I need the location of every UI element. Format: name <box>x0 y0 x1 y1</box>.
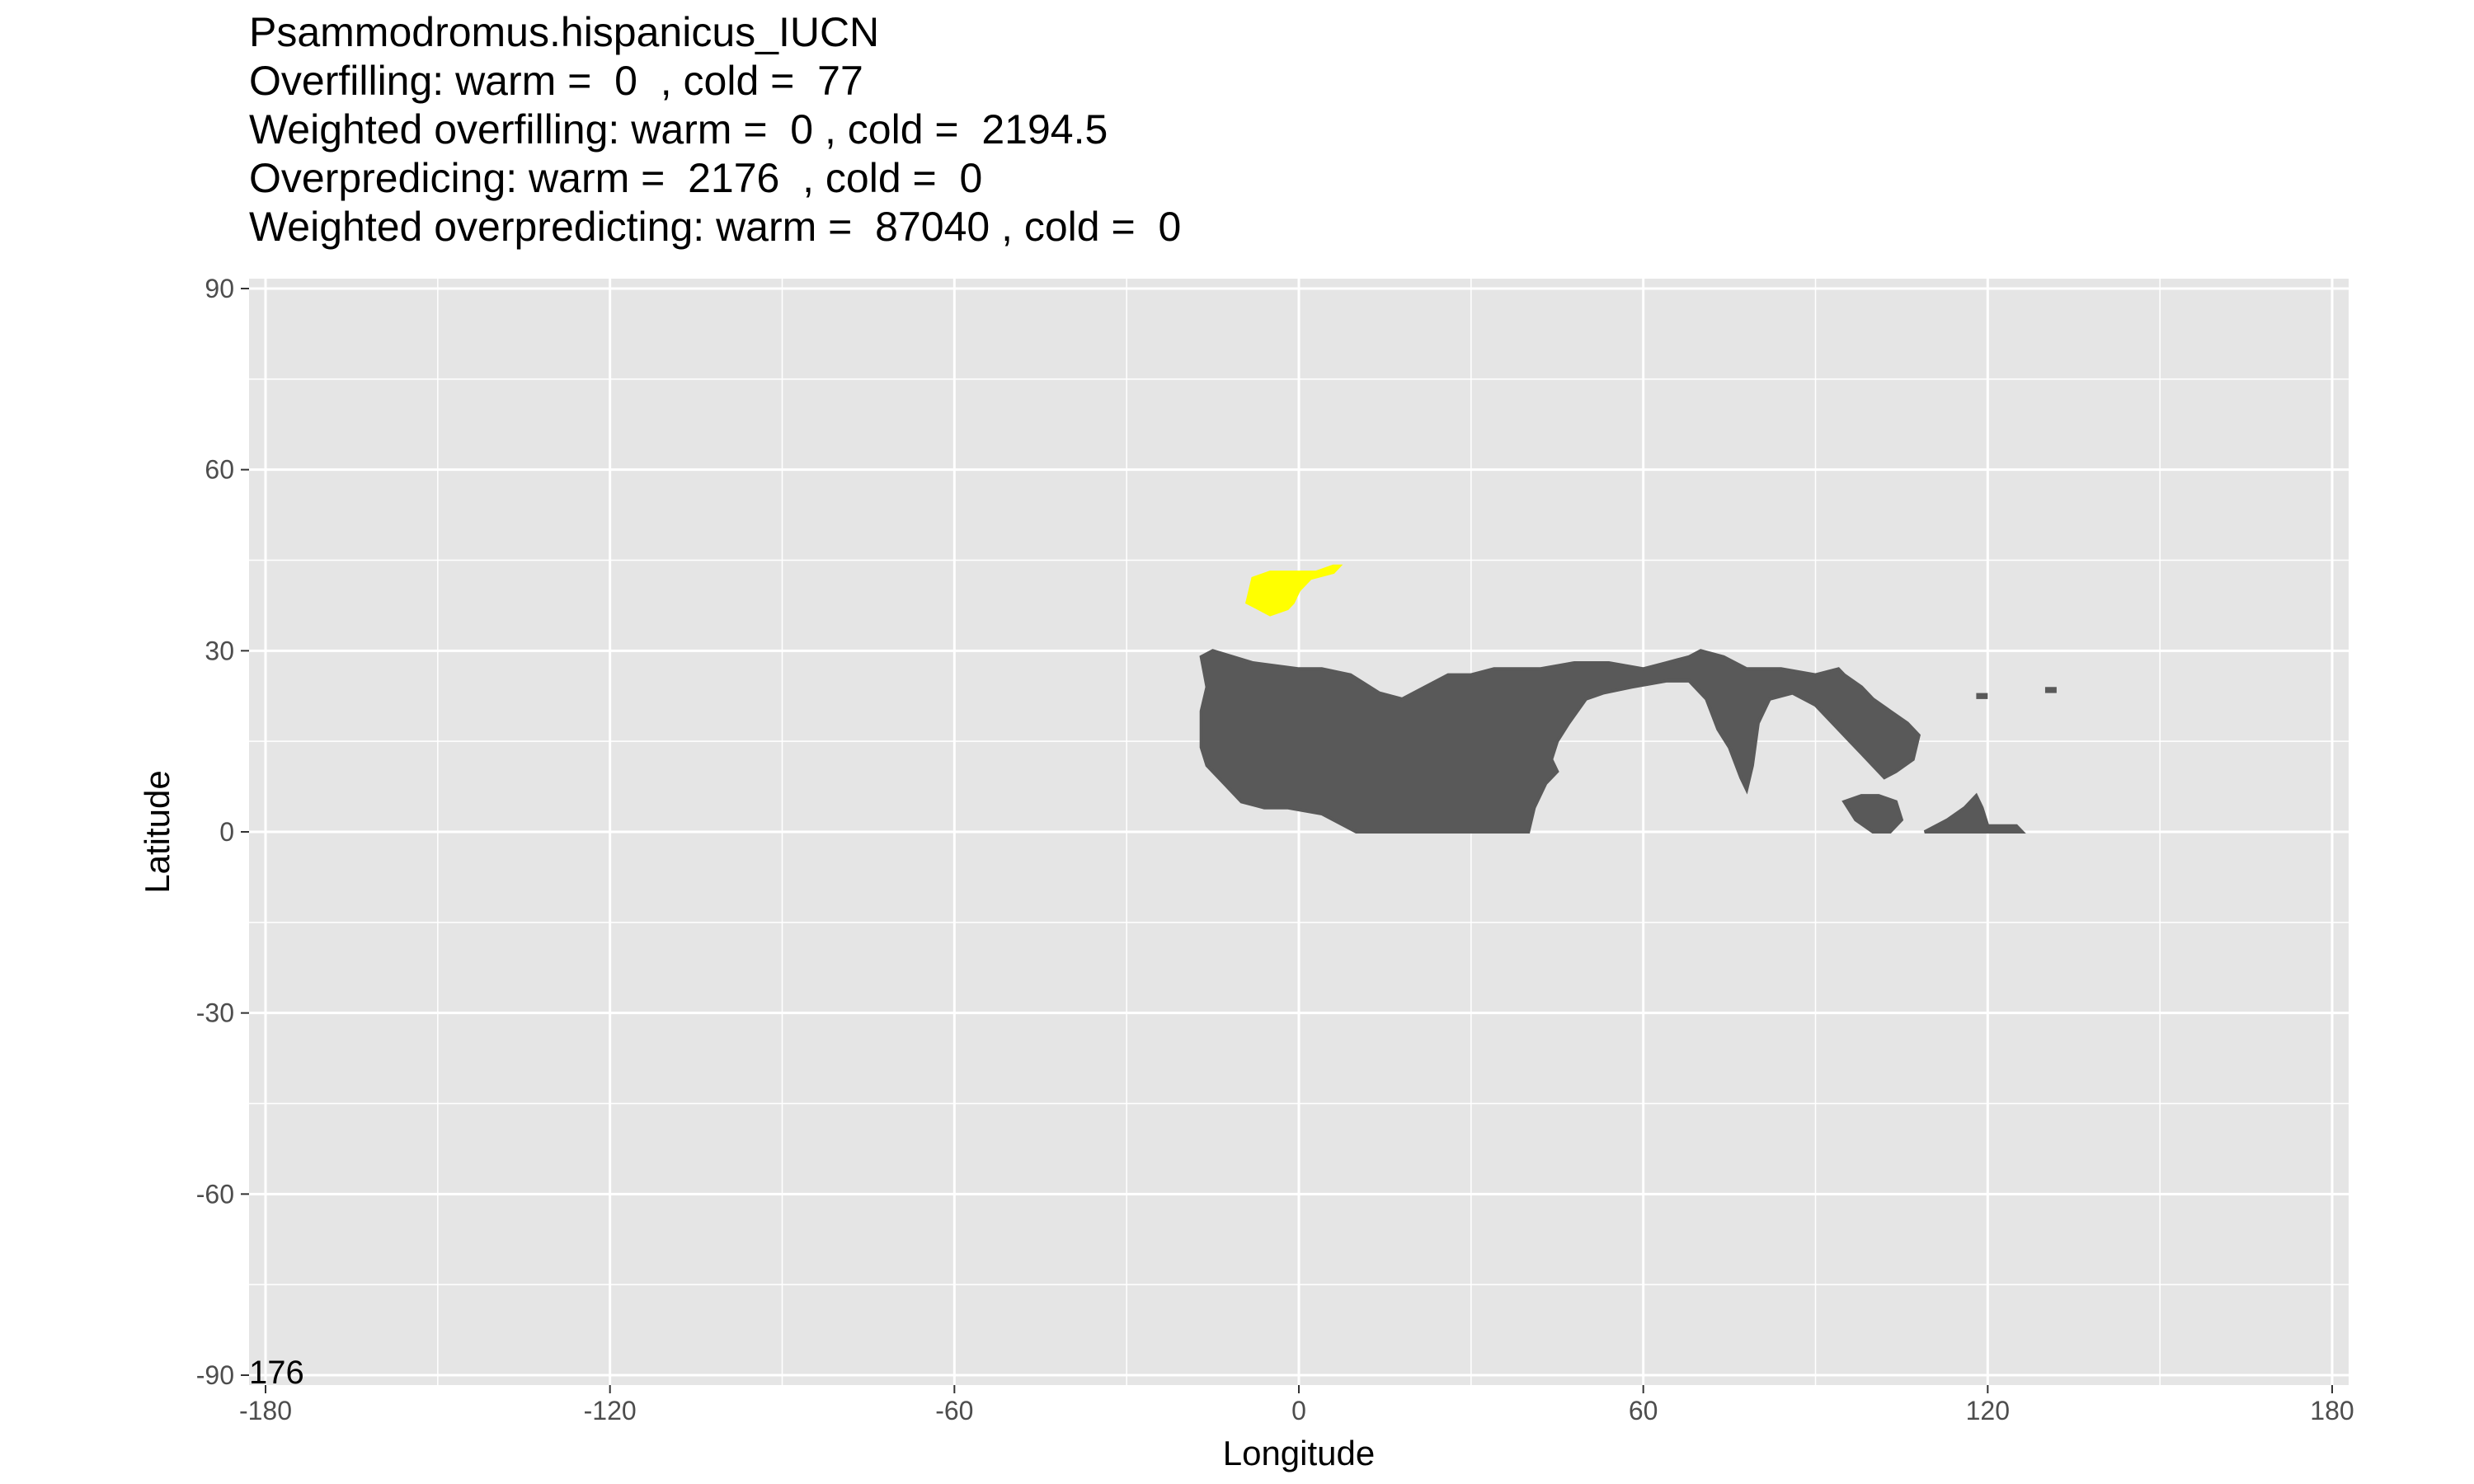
range-region <box>1841 794 1904 834</box>
range-cell <box>1976 693 1988 699</box>
title-overfilling-line: Overfilling: warm = 0 , cold = 77 <box>249 58 863 104</box>
plot-title: Psammodromus.hispanicus_IUCN Overfilling… <box>249 8 1181 251</box>
x-tick-label: -180 <box>239 1396 292 1425</box>
title-species-line: Psammodromus.hispanicus_IUCN <box>249 9 880 55</box>
major-gridlines <box>249 279 2349 1385</box>
y-tick-label: -30 <box>196 998 234 1028</box>
y-tick-label: 30 <box>205 636 234 665</box>
y-tick-label: 60 <box>205 455 234 485</box>
overfill-region <box>1244 564 1343 617</box>
axes: -180 -120 -60 0 60 120 180 90 60 30 0 -30 -60 -90 <box>196 274 2354 1425</box>
x-tick-label: 120 <box>1966 1396 2010 1425</box>
title-overpredicting-line: Overpredicing: warm = 2176 , cold = 0 <box>249 155 983 201</box>
x-tick-label: 60 <box>1629 1396 1658 1425</box>
x-axis-title: Longitude <box>1223 1434 1376 1472</box>
map-regions <box>1199 564 2057 834</box>
y-tick-label: 90 <box>205 274 234 303</box>
range-region <box>1923 792 2026 834</box>
y-tick-label: 0 <box>219 817 234 847</box>
x-tick-label: 0 <box>1291 1396 1306 1425</box>
y-axis-title: Latitude <box>138 770 176 893</box>
title-weighted-overfilling-line: Weighted overfilling: warm = 0 , cold = … <box>249 106 1108 153</box>
x-tick-label: 180 <box>2310 1396 2354 1425</box>
range-region <box>1199 649 1921 834</box>
y-tick-label: -90 <box>196 1360 234 1390</box>
x-tick-label: -120 <box>584 1396 637 1425</box>
range-cell <box>2044 687 2057 693</box>
title-weighted-overpredicting-line: Weighted overpredicting: warm = 87040 , … <box>249 204 1182 250</box>
corner-label: 176 <box>249 1355 304 1391</box>
y-tick-label: -60 <box>196 1179 234 1209</box>
x-tick-label: -60 <box>935 1396 973 1425</box>
